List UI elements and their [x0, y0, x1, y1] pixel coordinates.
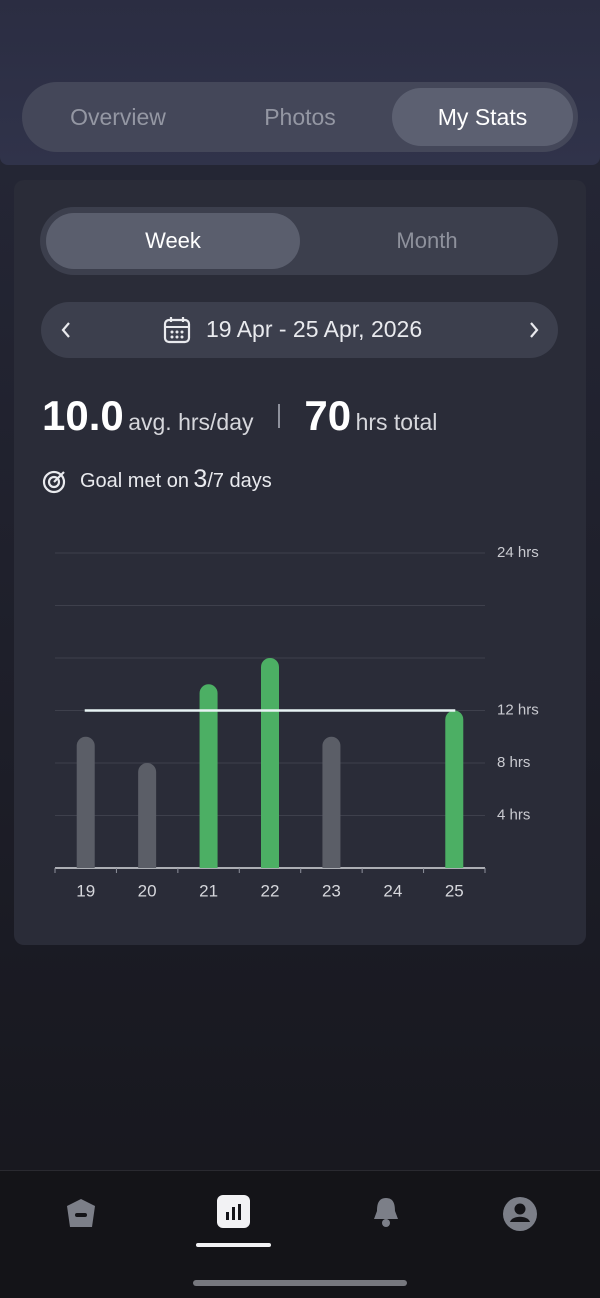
stats-row: 10.0 avg. hrs/day 70 hrs total	[42, 392, 437, 440]
tab[interactable]: Overview	[70, 103, 166, 130]
x-tick-label: 21	[199, 881, 218, 900]
total-label: hrs total	[355, 409, 438, 435]
nav-stats[interactable]	[217, 1195, 250, 1228]
nav-indicator	[196, 1243, 271, 1247]
home-indicator	[193, 1280, 407, 1286]
x-tick-label: 24	[383, 881, 402, 900]
period-tab[interactable]: Week	[46, 213, 300, 269]
x-tick-label: 22	[261, 881, 280, 900]
y-tick-label: 12 hrs	[497, 701, 539, 718]
next-button[interactable]	[523, 318, 545, 342]
bar	[76, 736, 95, 868]
y-tick-label: 8 hrs	[497, 754, 530, 771]
active-tab-bg	[392, 88, 573, 146]
nav-notifications[interactable]	[369, 1195, 403, 1229]
total-value: 70	[304, 392, 352, 439]
goal-met: 3	[193, 465, 208, 493]
avg-value: 10.0	[42, 392, 124, 439]
goal-icon	[42, 470, 66, 494]
avg-label: avg. hrs/day	[128, 409, 254, 435]
goal-prefix: Goal met on	[80, 470, 189, 492]
nav-profile[interactable]	[502, 1196, 538, 1232]
bar	[322, 736, 341, 868]
date-range: 19 Apr - 25 Apr, 2026	[206, 316, 423, 342]
x-tick-label: 19	[76, 881, 95, 900]
prev-button[interactable]	[55, 318, 77, 342]
bottom-nav	[0, 1170, 600, 1298]
date-bar	[41, 302, 558, 358]
y-tick-label: 4 hrs	[497, 806, 530, 823]
divider	[277, 404, 280, 428]
period-tab[interactable]: Month	[396, 228, 458, 253]
nav-home[interactable]	[64, 1196, 98, 1230]
calendar-icon	[163, 317, 191, 344]
y-tick-label: 24 hrs	[497, 544, 539, 561]
chart: 24 hrs 12 hrs 8 hrs 4 hrs 19 20 21 22 23 24 25	[54, 544, 539, 900]
x-tick-label: 25	[445, 881, 464, 900]
tab[interactable]: Photos	[264, 103, 336, 130]
bar	[138, 763, 157, 868]
tab[interactable]: My Stats	[437, 103, 528, 130]
x-tick-label: 20	[138, 881, 157, 900]
bar	[445, 710, 464, 868]
x-tick-label: 23	[322, 881, 341, 900]
goal-row: Goal met on 3/7 days	[80, 465, 272, 494]
bar	[199, 684, 218, 868]
bar	[261, 658, 279, 868]
goal-suffix: /7 days	[207, 470, 272, 492]
